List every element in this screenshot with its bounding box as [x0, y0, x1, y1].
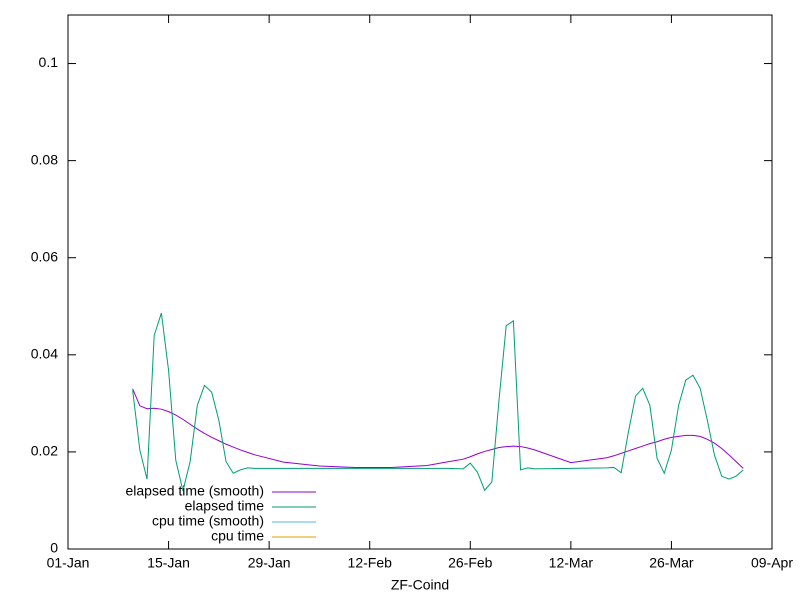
x-tick-label: 01-Jan — [47, 555, 90, 571]
x-tick-label: 12-Mar — [549, 555, 594, 571]
x-axis-label: ZF-Coind — [391, 577, 449, 593]
legend-label: elapsed time (smooth) — [125, 483, 264, 499]
y-tick-label: 0.1 — [39, 54, 59, 70]
series-line — [132, 388, 744, 469]
x-tick-label: 15-Jan — [147, 555, 190, 571]
legend-label: elapsed time — [185, 498, 265, 514]
x-tick-label: 29-Jan — [248, 555, 291, 571]
x-tick-label: 26-Feb — [448, 555, 493, 571]
y-tick-label: 0.08 — [31, 151, 58, 167]
y-tick-label: 0 — [50, 540, 58, 556]
series-line — [132, 312, 744, 492]
legend-label: cpu time — [211, 528, 264, 544]
y-tick-label: 0.06 — [31, 248, 58, 264]
y-tick-label: 0.04 — [31, 346, 58, 362]
x-tick-label: 26-Mar — [649, 555, 694, 571]
y-tick-label: 0.02 — [31, 443, 58, 459]
legend-label: cpu time (smooth) — [152, 513, 264, 529]
plot-border — [67, 14, 773, 550]
x-tick-label: 09-Apr — [751, 555, 793, 571]
x-tick-label: 12-Feb — [348, 555, 393, 571]
